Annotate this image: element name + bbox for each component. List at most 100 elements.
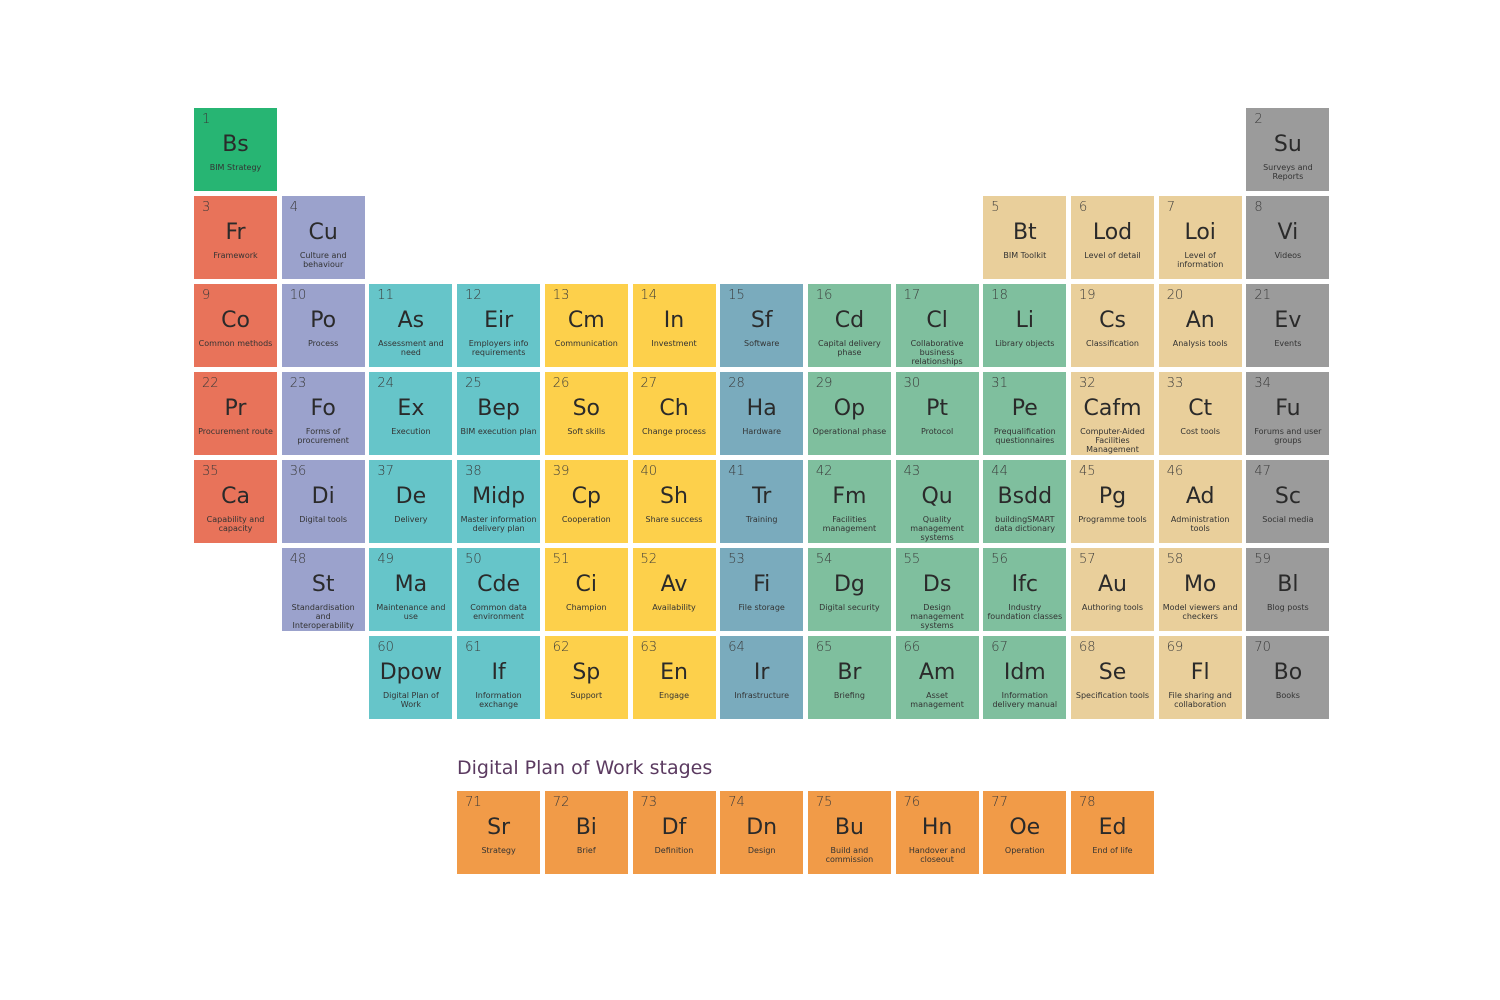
element-bsdd[interactable]: 44 Bsdd buildingSMART data dictionary bbox=[983, 460, 1067, 543]
element-name: Asset management bbox=[910, 691, 964, 709]
element-number: 31 bbox=[991, 376, 1008, 391]
element-au[interactable]: 57 Au Authoring tools bbox=[1071, 548, 1154, 631]
element-loi[interactable]: 7 Loi Level of information bbox=[1158, 196, 1242, 279]
element-number: 30 bbox=[903, 376, 921, 391]
element-name: BIM Toolkit bbox=[1003, 251, 1047, 260]
element-ifc[interactable]: 56 Ifc Industry foundation classes bbox=[983, 548, 1067, 631]
element-ha[interactable]: 28 Ha Hardware bbox=[720, 372, 804, 455]
element-cp[interactable]: 39 Cp Cooperation bbox=[544, 460, 628, 543]
element-bo[interactable]: 70 Bo Books bbox=[1246, 636, 1330, 719]
element-am[interactable]: 66 Am Asset management bbox=[895, 636, 979, 719]
element-cu[interactable]: 4 Cu Culture and behaviour bbox=[281, 196, 365, 279]
element-di[interactable]: 36 Di Digital tools bbox=[281, 460, 365, 543]
element-bu[interactable]: 75 Bu Build and commission bbox=[807, 790, 891, 874]
element-fu[interactable]: 34 Fu Forums and user groups bbox=[1246, 372, 1330, 455]
element-ca[interactable]: 35 Ca Capability and capacity bbox=[194, 460, 277, 543]
element-hn[interactable]: 76 Hn Handover and closeout bbox=[895, 790, 979, 874]
element-dn[interactable]: 74 Dn Design bbox=[720, 790, 804, 874]
element-fo[interactable]: 23 Fo Forms of procurement bbox=[281, 372, 365, 455]
element-ev[interactable]: 21 Ev Events bbox=[1246, 284, 1330, 367]
element-ed[interactable]: 78 Ed End of life bbox=[1071, 790, 1154, 874]
element-li[interactable]: 18 Li Library objects bbox=[983, 284, 1067, 367]
element-ex[interactable]: 24 Ex Execution bbox=[369, 372, 453, 455]
element-number: 43 bbox=[903, 464, 921, 479]
element-name: File sharing and collaboration bbox=[1168, 691, 1232, 709]
element-cd[interactable]: 16 Cd Capital delivery phase bbox=[807, 284, 891, 367]
element-fm[interactable]: 42 Fm Facilities management bbox=[807, 460, 891, 543]
element-cm[interactable]: 13 Cm Communication bbox=[544, 284, 628, 367]
element-fr[interactable]: 3 Fr Framework bbox=[194, 196, 277, 279]
element-number: 18 bbox=[991, 288, 1008, 303]
element-br[interactable]: 65 Br Briefing bbox=[807, 636, 891, 719]
element-number: 72 bbox=[552, 794, 570, 810]
element-fi[interactable]: 53 Fi File storage bbox=[720, 548, 804, 631]
element-qu[interactable]: 43 Qu Quality management systems bbox=[895, 460, 979, 543]
element-name: Training bbox=[745, 515, 778, 524]
element-ds[interactable]: 55 Ds Design management systems bbox=[895, 548, 979, 631]
element-name: Software bbox=[744, 339, 780, 348]
element-number: 4 bbox=[289, 200, 298, 215]
element-ch[interactable]: 27 Ch Change process bbox=[632, 372, 716, 455]
element-po[interactable]: 10 Po Process bbox=[281, 284, 365, 367]
element-name: Library objects bbox=[995, 339, 1055, 348]
element-op[interactable]: 29 Op Operational phase bbox=[807, 372, 891, 455]
element-ct[interactable]: 33 Ct Cost tools bbox=[1158, 372, 1242, 455]
element-ma[interactable]: 49 Ma Maintenance and use bbox=[369, 548, 453, 631]
element-dg[interactable]: 54 Dg Digital security bbox=[807, 548, 891, 631]
element-name: Model viewers and checkers bbox=[1162, 603, 1238, 621]
element-fl[interactable]: 69 Fl File sharing and collaboration bbox=[1158, 636, 1242, 719]
element-number: 14 bbox=[640, 288, 658, 303]
element-cs[interactable]: 19 Cs Classification bbox=[1071, 284, 1154, 367]
element-pr[interactable]: 22 Pr Procurement route bbox=[194, 372, 277, 455]
element-an[interactable]: 20 An Analysis tools bbox=[1158, 284, 1242, 367]
element-bep[interactable]: 25 Bep BIM execution plan bbox=[457, 372, 541, 455]
element-se[interactable]: 68 Se Specification tools bbox=[1071, 636, 1154, 719]
element-tr[interactable]: 41 Tr Training bbox=[720, 460, 804, 543]
element-number: 61 bbox=[465, 640, 482, 655]
element-sr[interactable]: 71 Sr Strategy bbox=[457, 790, 541, 874]
element-co[interactable]: 9 Co Common methods bbox=[194, 284, 277, 367]
element-bs[interactable]: 1 Bs BIM Strategy bbox=[194, 108, 277, 191]
element-lod[interactable]: 6 Lod Level of detail bbox=[1071, 196, 1154, 279]
element-sh[interactable]: 40 Sh Share success bbox=[632, 460, 716, 543]
element-as[interactable]: 11 As Assessment and need bbox=[369, 284, 453, 367]
element-symbol: Pg bbox=[1098, 484, 1127, 509]
element-av[interactable]: 52 Av Availability bbox=[632, 548, 716, 631]
element-sp[interactable]: 62 Sp Support bbox=[544, 636, 628, 719]
element-pg[interactable]: 45 Pg Programme tools bbox=[1071, 460, 1154, 543]
element-symbol: Bep bbox=[477, 396, 520, 421]
element-bi[interactable]: 72 Bi Brief bbox=[544, 790, 628, 874]
element-if[interactable]: 61 If Information exchange bbox=[457, 636, 541, 719]
element-vi[interactable]: 8 Vi Videos bbox=[1246, 196, 1330, 279]
element-bt[interactable]: 5 Bt BIM Toolkit bbox=[983, 196, 1067, 279]
element-midp[interactable]: 38 Midp Master information delivery plan bbox=[457, 460, 541, 543]
element-pt[interactable]: 30 Pt Protocol bbox=[895, 372, 979, 455]
element-de[interactable]: 37 De Delivery bbox=[369, 460, 453, 543]
element-idm[interactable]: 67 Idm Information delivery manual bbox=[983, 636, 1067, 719]
element-sc[interactable]: 47 Sc Social media bbox=[1246, 460, 1330, 543]
element-cl[interactable]: 17 Cl Collaborative business relationships bbox=[895, 284, 979, 367]
element-oe[interactable]: 77 Oe Operation bbox=[983, 790, 1067, 874]
element-symbol: Bs bbox=[222, 132, 249, 157]
element-number: 66 bbox=[903, 640, 921, 655]
element-cafm[interactable]: 32 Cafm Computer-Aided Facilities Manageme… bbox=[1071, 372, 1154, 455]
element-st[interactable]: 48 St Standardisation and Interoperability bbox=[281, 548, 365, 631]
element-number: 19 bbox=[1079, 288, 1096, 303]
element-df[interactable]: 73 Df Definition bbox=[632, 790, 716, 874]
element-dpow[interactable]: 60 Dpow Digital Plan of Work bbox=[369, 636, 453, 719]
element-so[interactable]: 26 So Soft skills bbox=[544, 372, 628, 455]
element-en[interactable]: 63 En Engage bbox=[632, 636, 716, 719]
element-sf[interactable]: 15 Sf Software bbox=[720, 284, 804, 367]
element-number: 27 bbox=[640, 376, 658, 391]
element-eir[interactable]: 12 Eir Employers info requirements bbox=[457, 284, 541, 367]
element-ir[interactable]: 64 Ir Infrastructure bbox=[720, 636, 804, 719]
element-cde[interactable]: 50 Cde Common data environment bbox=[457, 548, 541, 631]
element-pe[interactable]: 31 Pe Prequalification questionnaires bbox=[983, 372, 1067, 455]
element-su[interactable]: 2 Su Surveys and Reports bbox=[1246, 108, 1330, 191]
element-in[interactable]: 14 In Investment bbox=[632, 284, 716, 367]
element-name: Framework bbox=[213, 251, 258, 260]
element-mo[interactable]: 58 Mo Model viewers and checkers bbox=[1158, 548, 1242, 631]
element-ad[interactable]: 46 Ad Administration tools bbox=[1158, 460, 1242, 543]
element-bl[interactable]: 59 Bl Blog posts bbox=[1246, 548, 1330, 631]
element-ci[interactable]: 51 Ci Champion bbox=[544, 548, 628, 631]
